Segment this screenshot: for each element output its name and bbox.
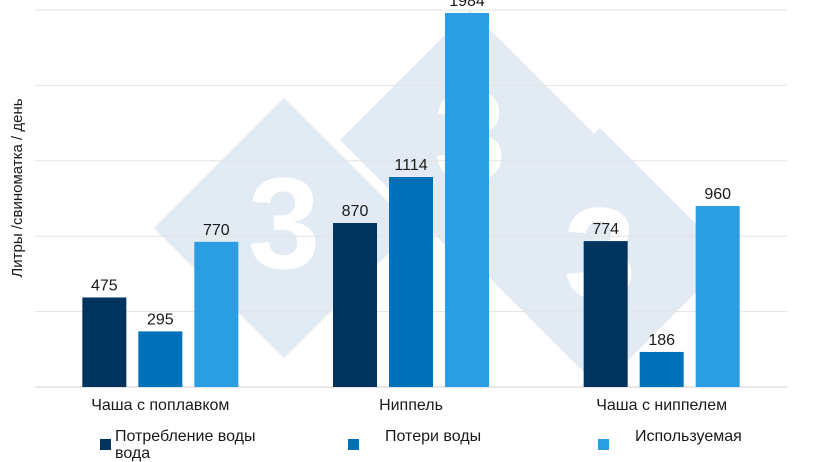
watermark-logo bbox=[153, 9, 731, 389]
legend: Потребление воды вода Потери воды Исполь… bbox=[0, 428, 820, 462]
value-label-1-1: 1114 bbox=[394, 157, 427, 174]
value-label-2-1: 186 bbox=[648, 332, 675, 349]
value-label-0-1: 295 bbox=[147, 311, 174, 328]
bar-0-0 bbox=[82, 297, 127, 387]
legend-label-losses: Потери воды bbox=[385, 428, 482, 445]
category-label-1: Ниппель bbox=[379, 397, 443, 414]
bar-chart: 3 Литры /свиноматка / день 4752957708701… bbox=[9, 0, 787, 414]
legend-item-used: Используемая bbox=[598, 428, 805, 450]
category-label-0: Чаша с поплавком bbox=[91, 397, 229, 414]
value-labels-group: 475 295 770 870 1114 1984 774 186 960 bbox=[91, 0, 731, 349]
value-label-2-2: 960 bbox=[704, 186, 731, 203]
legend-item-losses: Потери воды bbox=[348, 428, 555, 450]
legend-label-used: Используемая bbox=[635, 428, 742, 445]
bar-2-0 bbox=[583, 241, 628, 387]
category-label-2: Чаша с ниппелем bbox=[596, 397, 727, 414]
bar-0-1 bbox=[138, 331, 183, 387]
bar-2-2 bbox=[695, 206, 740, 387]
bars-group bbox=[82, 13, 740, 388]
legend-swatch-losses bbox=[348, 439, 359, 450]
legend-swatch-used bbox=[598, 439, 609, 450]
bar-1-0 bbox=[333, 223, 377, 387]
bar-2-1 bbox=[639, 351, 684, 387]
legend-label-consumption: Потребление воды вода bbox=[115, 428, 256, 462]
bar-0-2 bbox=[194, 241, 239, 387]
legend-swatch-consumption bbox=[100, 439, 111, 450]
legend-item-consumption: Потребление воды вода bbox=[100, 428, 285, 462]
y-axis-label: Литры /свиноматка / день bbox=[9, 98, 26, 277]
value-label-2-0: 774 bbox=[592, 221, 619, 238]
category-labels-group: Чаша с поплавком Ниппель Чаша с ниппелем bbox=[91, 397, 727, 414]
value-label-1-2: 1984 bbox=[449, 0, 485, 10]
value-label-1-0: 870 bbox=[342, 203, 369, 220]
value-label-0-0: 475 bbox=[91, 277, 118, 294]
bar-1-1 bbox=[389, 177, 433, 387]
value-label-0-2: 770 bbox=[203, 222, 230, 239]
bar-1-2 bbox=[445, 13, 489, 388]
